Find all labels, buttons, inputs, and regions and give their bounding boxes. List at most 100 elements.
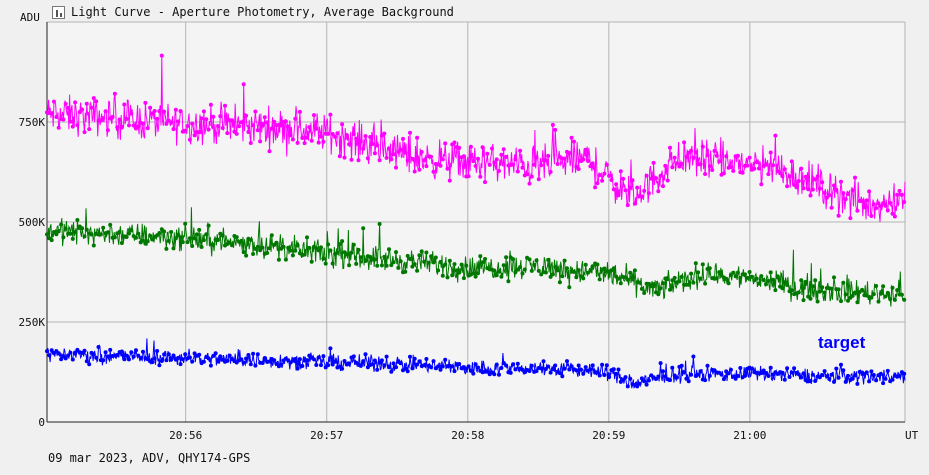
data-point: [122, 102, 127, 107]
data-point: [485, 369, 490, 374]
data-point: [438, 260, 443, 264]
data-point: [101, 358, 106, 363]
data-point: [340, 366, 345, 371]
data-point: [293, 248, 298, 253]
data-point: [309, 259, 314, 264]
data-point: [834, 187, 839, 192]
data-point: [705, 363, 710, 368]
data-point: [122, 357, 127, 362]
data-point: [415, 362, 420, 367]
data-point: [841, 280, 846, 285]
data-point: [532, 162, 537, 167]
data-point: [361, 226, 366, 231]
data-point: [117, 117, 122, 122]
data-point: [206, 356, 211, 361]
data-point: [529, 363, 534, 368]
data-point: [583, 147, 588, 152]
data-point: [750, 274, 754, 279]
data-point: [192, 236, 197, 241]
data-point: [391, 260, 396, 265]
data-point: [389, 263, 394, 268]
data-point: [101, 116, 106, 121]
data-point: [661, 369, 665, 374]
data-point: [789, 370, 794, 375]
data-point: [611, 266, 616, 271]
data-point: [661, 281, 665, 286]
data-point: [162, 109, 167, 114]
data-point: [874, 206, 879, 211]
data-point: [354, 261, 359, 266]
data-point: [370, 362, 375, 367]
data-point: [536, 177, 541, 182]
data-point: [333, 134, 338, 139]
data-point: [239, 238, 244, 243]
data-point: [560, 374, 565, 379]
data-point: [848, 216, 853, 221]
data-point: [145, 126, 150, 131]
data-point: [832, 183, 836, 188]
data-point: [141, 121, 145, 126]
data-point: [84, 227, 89, 232]
data-point: [871, 292, 876, 297]
data-point: [417, 359, 422, 364]
data-point: [494, 157, 499, 162]
data-point: [384, 354, 389, 359]
data-point: [550, 122, 555, 127]
data-point: [565, 359, 569, 364]
data-point: [375, 263, 380, 268]
data-point: [471, 159, 476, 164]
data-point: [757, 166, 761, 171]
data-point: [260, 245, 265, 250]
data-point: [70, 357, 75, 362]
data-point: [743, 373, 747, 378]
data-point: [290, 253, 295, 258]
data-point: [820, 180, 825, 185]
data-point: [335, 131, 340, 136]
data-point: [398, 259, 403, 264]
data-point: [810, 372, 815, 377]
data-point: [785, 366, 790, 371]
data-point: [846, 298, 850, 303]
data-point: [646, 378, 651, 383]
data-point: [244, 356, 249, 361]
data-point: [351, 354, 356, 359]
data-point: [178, 235, 183, 240]
data-point: [251, 351, 256, 356]
data-point: [675, 161, 679, 166]
data-point: [515, 169, 520, 174]
data-point: [902, 297, 907, 302]
chart-window-icon[interactable]: [52, 5, 65, 19]
data-point: [651, 160, 656, 165]
data-point: [796, 290, 801, 295]
data-point: [480, 145, 485, 150]
data-point: [602, 171, 607, 176]
data-point: [677, 164, 682, 169]
data-point: [813, 278, 818, 283]
data-point: [902, 371, 907, 376]
data-point: [782, 280, 787, 285]
data-point: [520, 271, 525, 276]
data-point: [581, 371, 586, 376]
data-point: [839, 299, 843, 304]
data-point: [410, 156, 415, 161]
data-point: [813, 177, 818, 182]
data-point: [801, 186, 806, 191]
data-point: [340, 122, 345, 127]
data-point: [832, 275, 836, 280]
data-point: [686, 282, 691, 287]
data-point: [267, 246, 272, 251]
data-point: [178, 362, 183, 367]
data-point: [70, 236, 75, 241]
data-point: [567, 285, 572, 290]
data-point: [499, 274, 504, 279]
data-point: [862, 205, 867, 210]
data-point: [246, 353, 251, 357]
data-point: [225, 131, 230, 136]
data-point: [124, 353, 129, 358]
data-point: [799, 375, 804, 380]
data-point: [408, 130, 412, 135]
data-point: [166, 239, 171, 243]
data-point: [185, 124, 190, 128]
data-point: [279, 123, 284, 128]
